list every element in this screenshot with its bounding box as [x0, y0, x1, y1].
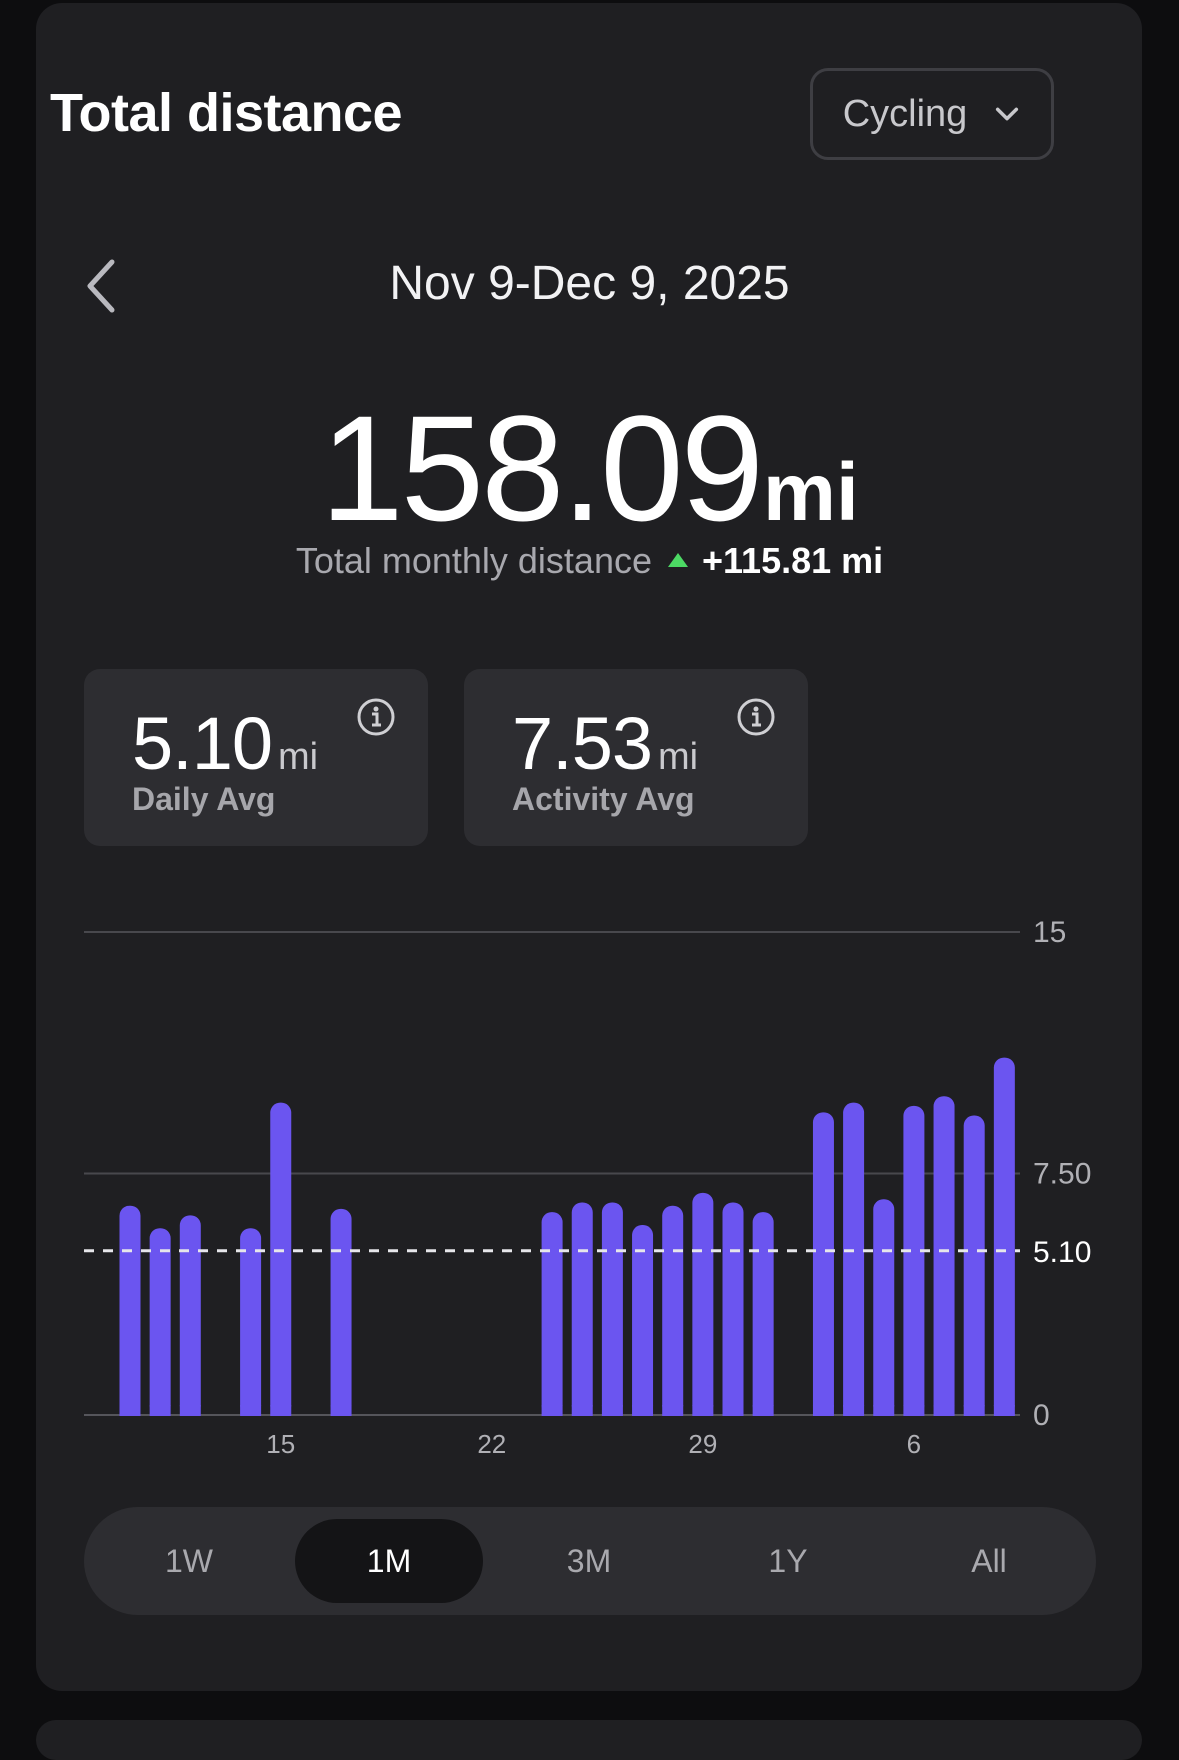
info-icon[interactable] [356, 697, 396, 737]
activity-avg-unit: mi [658, 736, 699, 778]
activity-dropdown[interactable]: Cycling [810, 68, 1054, 160]
tab-1w[interactable]: 1W [165, 1543, 213, 1579]
chevron-down-icon [996, 107, 1019, 121]
delta-value: +115.81 [702, 540, 832, 581]
total-distance: 158.09mi [0, 382, 1179, 555]
tab-all[interactable]: All [971, 1543, 1007, 1579]
daily-avg-unit: mi [278, 736, 319, 778]
daily-avg-value: 5.10 [132, 702, 273, 785]
total-distance-value: 158.09 [320, 384, 764, 552]
total-distance-label: Total monthly distance [295, 540, 652, 581]
activity-avg-card: 7.53 mi Activity Avg [464, 669, 808, 846]
activity-avg-value: 7.53 [512, 702, 653, 785]
next-card [36, 1720, 1142, 1760]
trend-up-icon [668, 553, 688, 568]
info-icon[interactable] [736, 697, 776, 737]
total-distance-unit: mi [763, 447, 859, 538]
tab-3m[interactable]: 3M [566, 1543, 612, 1579]
delta-unit: mi [841, 540, 884, 581]
tab-1m[interactable]: 1M [295, 1519, 483, 1603]
activity-dropdown-label: Cycling [842, 92, 968, 135]
total-distance-subline: Total monthly distance +115.81 mi [0, 540, 1179, 582]
tab-1y[interactable]: 1Y [768, 1543, 808, 1579]
page-title: Total distance [50, 83, 403, 143]
range-tabs: 1W 1M 3M 1Y All [84, 1507, 1096, 1615]
daily-avg-label: Daily Avg [132, 781, 276, 817]
daily-avg-card: 5.10 mi Daily Avg [84, 669, 428, 846]
chevron-left-icon[interactable] [80, 256, 120, 316]
date-range: Nov 9-Dec 9, 2025 [389, 257, 790, 310]
activity-avg-label: Activity Avg [512, 781, 695, 817]
